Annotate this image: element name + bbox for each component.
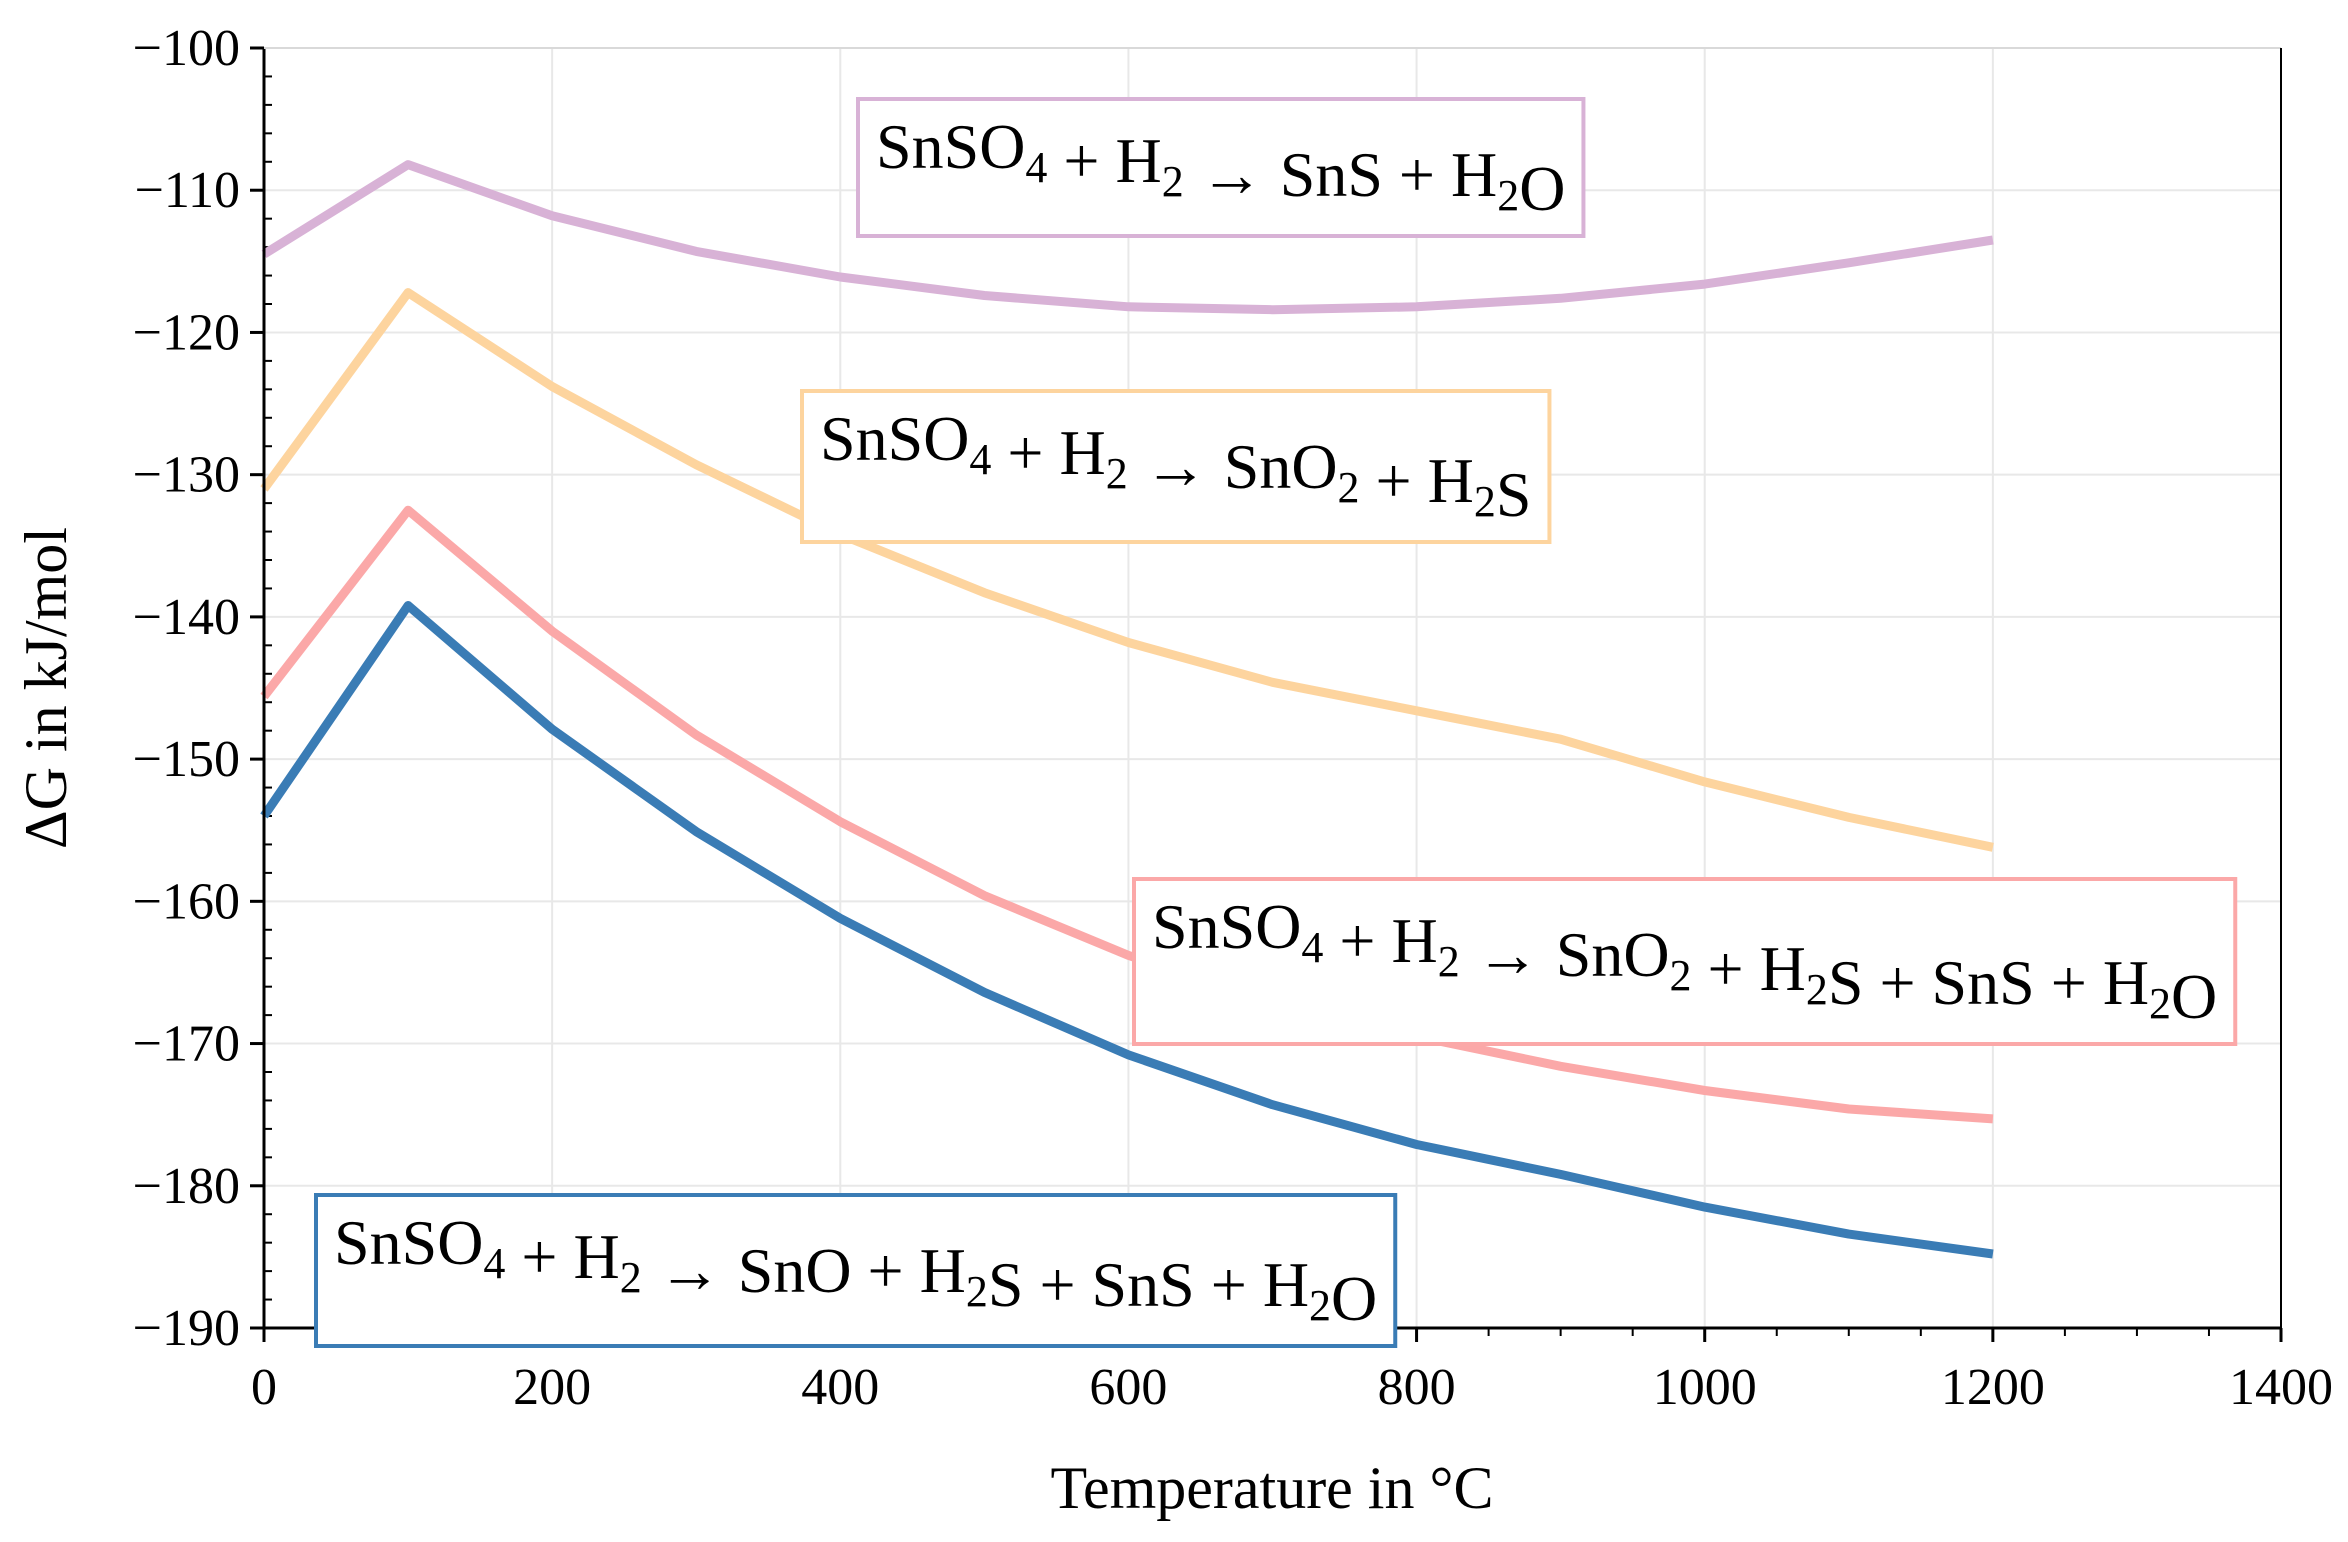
y-axis-title: ΔG in kJ/mol bbox=[13, 527, 79, 849]
y-tick-label: −190 bbox=[133, 1300, 240, 1357]
x-tick-label: 800 bbox=[1378, 1359, 1456, 1416]
series-line-4 bbox=[260, 601, 1994, 1259]
y-tick-label: −160 bbox=[133, 873, 240, 930]
x-tick-label: 600 bbox=[1089, 1359, 1167, 1416]
series-line-2 bbox=[260, 288, 1994, 852]
y-tick-label: −170 bbox=[133, 1016, 240, 1073]
reaction-label-box bbox=[856, 97, 1586, 238]
reaction-label-box bbox=[314, 1193, 1398, 1348]
tick-labels: 0 200 400 600 800 1000 1200 1400 −100 −110 −120 −13… bbox=[133, 20, 2333, 1416]
x-tick-label: 1000 bbox=[1653, 1359, 1757, 1416]
reaction-label-1: SnSO4 + H2 → SnS + H2O bbox=[856, 97, 1586, 238]
reaction-label-4: SnSO4 + H2 → SnO + H2S + SnS + H2O bbox=[314, 1193, 1398, 1348]
reaction-label-text: SnSO4 + H2 → SnO2 + H2S + SnS + H2O bbox=[1152, 891, 2217, 1032]
y-tick-label: −180 bbox=[133, 1158, 240, 1215]
x-tick-label: 1400 bbox=[2229, 1359, 2333, 1416]
reaction-label-box bbox=[800, 389, 1552, 544]
reaction-label-box bbox=[1132, 877, 2238, 1046]
x-tick-label: 0 bbox=[251, 1359, 277, 1416]
y-tick-label: −100 bbox=[133, 20, 240, 77]
y-tick-label: −130 bbox=[133, 447, 240, 504]
x-tick-label: 1200 bbox=[1941, 1359, 2045, 1416]
reaction-label-text: SnSO4 + H2 → SnO2 + H2S bbox=[820, 403, 1531, 530]
label-boxes: SnSO4 + H2 → SnS + H2O SnSO4 + H2 → SnO2 … bbox=[314, 97, 2238, 1348]
reaction-label-3: SnSO4 + H2 → SnO2 + H2S + SnS + H2O bbox=[1132, 877, 2238, 1046]
y-tick-label: −140 bbox=[133, 589, 240, 646]
x-tick-label: 200 bbox=[513, 1359, 591, 1416]
y-tick-label: −150 bbox=[133, 731, 240, 788]
minor-ticks bbox=[264, 75, 2210, 1336]
reaction-label-text: SnSO4 + H2 → SnO + H2S + SnS + H2O bbox=[334, 1207, 1377, 1334]
reaction-label-2: SnSO4 + H2 → SnO2 + H2S bbox=[800, 389, 1552, 544]
series-line-1 bbox=[261, 160, 1994, 315]
y-tick-label: −110 bbox=[135, 162, 240, 219]
series-line-3 bbox=[260, 505, 1994, 1124]
x-tick-label: 400 bbox=[801, 1359, 879, 1416]
y-tick-label: −120 bbox=[133, 304, 240, 361]
reaction-label-text: SnSO4 + H2 → SnS + H2O bbox=[876, 111, 1565, 224]
series-layer bbox=[260, 160, 1994, 1259]
x-axis-title: Temperature in °C bbox=[1051, 1455, 1494, 1521]
